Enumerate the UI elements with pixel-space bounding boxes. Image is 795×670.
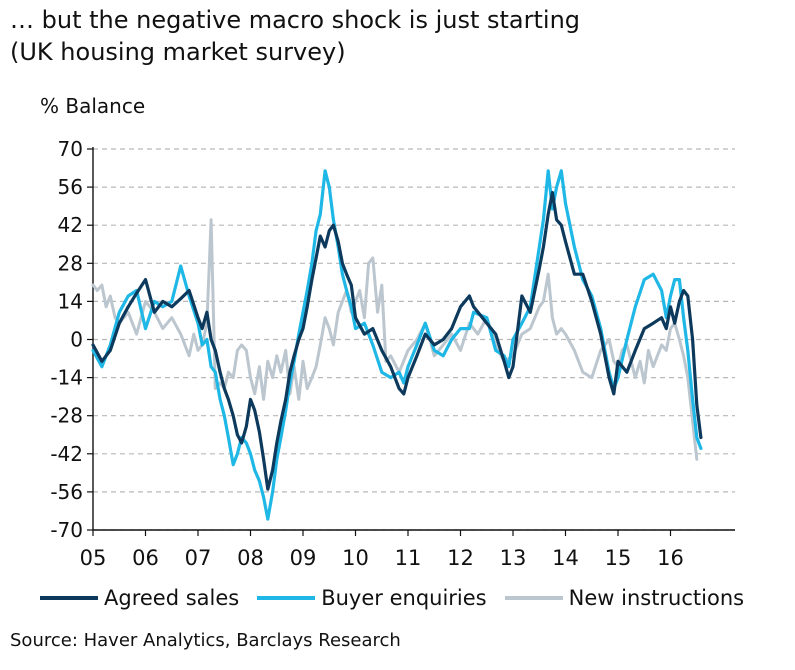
x-tick-label: 07 <box>185 546 212 570</box>
chart-title-line2: (UK housing market survey) <box>10 38 346 66</box>
y-tick-label: -70 <box>50 518 83 542</box>
legend-label-agreed-sales: Agreed sales <box>104 586 240 610</box>
y-tick-label: 14 <box>58 289 83 313</box>
legend-item-agreed-sales: Agreed sales <box>40 586 239 610</box>
source-note: Source: Haver Analytics, Barclays Resear… <box>10 630 401 651</box>
y-tick-label: 42 <box>58 213 83 237</box>
legend-label-buyer-enquiries: Buyer enquiries <box>321 586 487 610</box>
y-tick-labels: 70 56 42 28 14 0 -14 -28 -42 -56 -70 <box>50 137 83 542</box>
x-tick-label: 10 <box>342 546 369 570</box>
y-tick-label: -14 <box>50 366 83 390</box>
y-tick-label: 70 <box>58 137 83 161</box>
legend: Agreed sales Buyer enquiries New instruc… <box>40 586 762 610</box>
chart-title-line1: … but the negative macro shock is just s… <box>10 6 581 34</box>
legend-item-buyer-enquiries: Buyer enquiries <box>257 586 487 610</box>
x-tick-label: 09 <box>290 546 317 570</box>
x-tick-label: 05 <box>80 546 107 570</box>
x-tick-label: 15 <box>605 546 632 570</box>
x-tick-labels: 05 06 07 08 09 10 11 12 13 14 15 16 <box>80 546 684 570</box>
y-tick-label: -28 <box>50 404 83 428</box>
y-tick-label: 0 <box>70 328 83 352</box>
legend-label-new-instructions: New instructions <box>568 586 745 610</box>
series-lines <box>91 169 703 521</box>
y-tick-label: -42 <box>50 442 83 466</box>
x-tick-label: 16 <box>657 546 684 570</box>
y-tick-label: -56 <box>50 480 83 504</box>
x-tick-label: 14 <box>552 546 579 570</box>
series-line-agreed-sales <box>91 190 703 491</box>
x-tick-label: 13 <box>500 546 527 570</box>
legend-swatch-new-instructions <box>504 596 563 600</box>
y-axis-label: % Balance <box>40 94 146 118</box>
x-tick-label: 06 <box>132 546 159 570</box>
x-tick-label: 11 <box>395 546 422 570</box>
y-tick-label: 56 <box>58 175 83 199</box>
x-tick-label: 12 <box>447 546 474 570</box>
chart-title: … but the negative macro shock is just s… <box>10 4 785 68</box>
y-tick-label: 28 <box>58 251 83 275</box>
legend-item-new-instructions: New instructions <box>504 586 745 610</box>
legend-swatch-agreed-sales <box>40 596 98 600</box>
legend-swatch-buyer-enquiries <box>257 596 316 600</box>
axes <box>87 147 735 536</box>
x-tick-label: 08 <box>237 546 264 570</box>
